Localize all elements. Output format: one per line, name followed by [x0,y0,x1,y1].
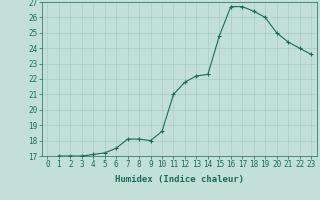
X-axis label: Humidex (Indice chaleur): Humidex (Indice chaleur) [115,175,244,184]
